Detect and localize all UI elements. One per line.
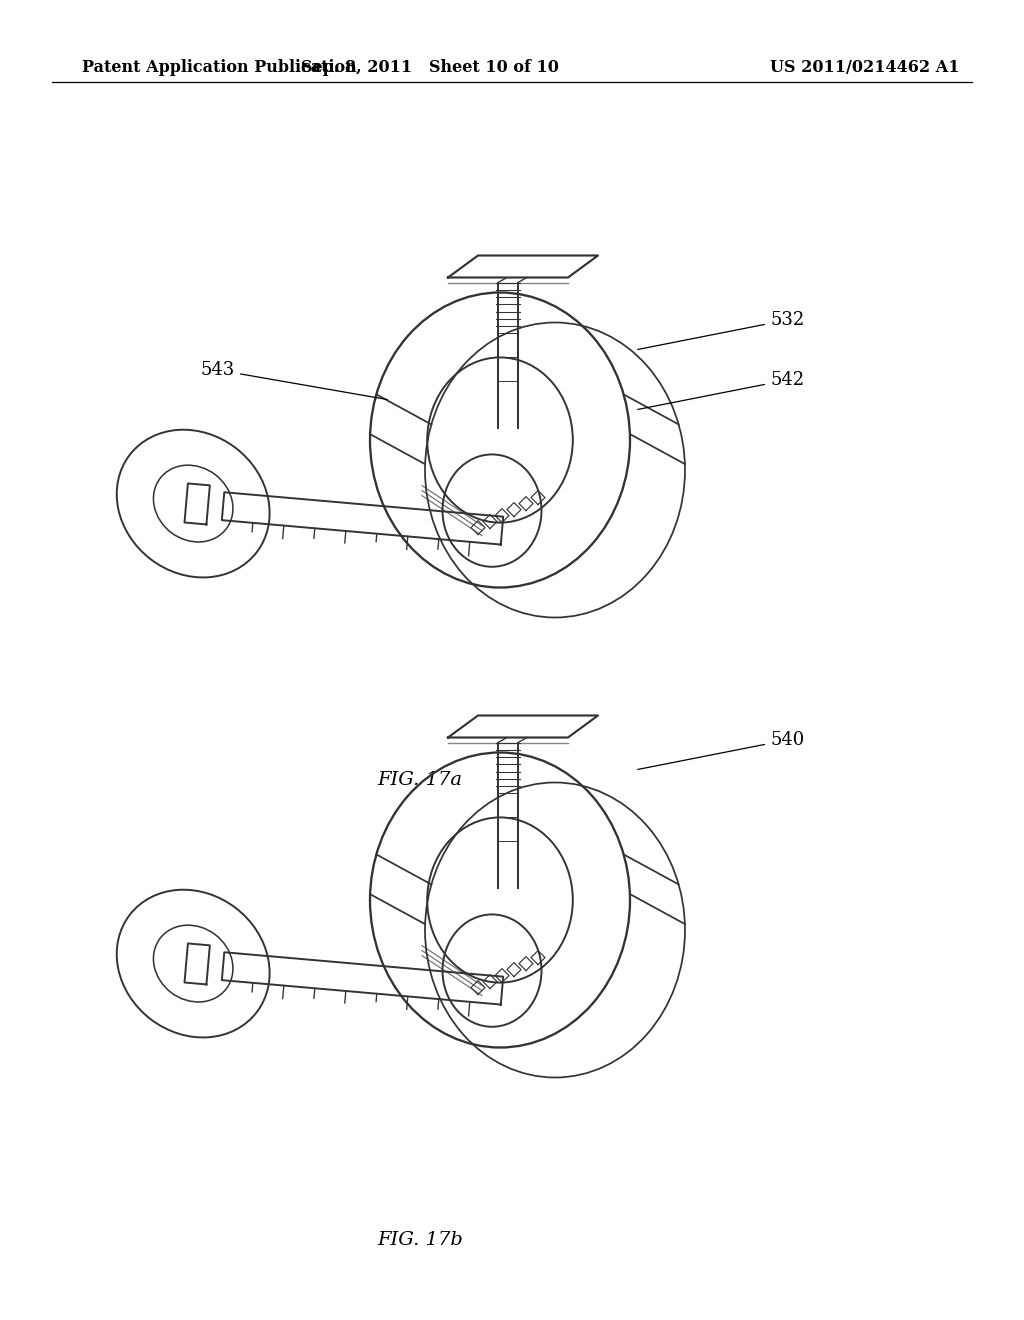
- Text: FIG. 17a: FIG. 17a: [378, 771, 463, 789]
- Text: FIG. 17b: FIG. 17b: [377, 1232, 463, 1249]
- Text: US 2011/0214462 A1: US 2011/0214462 A1: [770, 59, 961, 77]
- Text: 540: 540: [638, 731, 804, 770]
- Text: 543: 543: [201, 360, 387, 400]
- Text: Sep. 8, 2011   Sheet 10 of 10: Sep. 8, 2011 Sheet 10 of 10: [301, 59, 559, 77]
- Text: Patent Application Publication: Patent Application Publication: [82, 59, 356, 77]
- Text: 532: 532: [638, 312, 804, 350]
- Text: 542: 542: [638, 371, 804, 409]
